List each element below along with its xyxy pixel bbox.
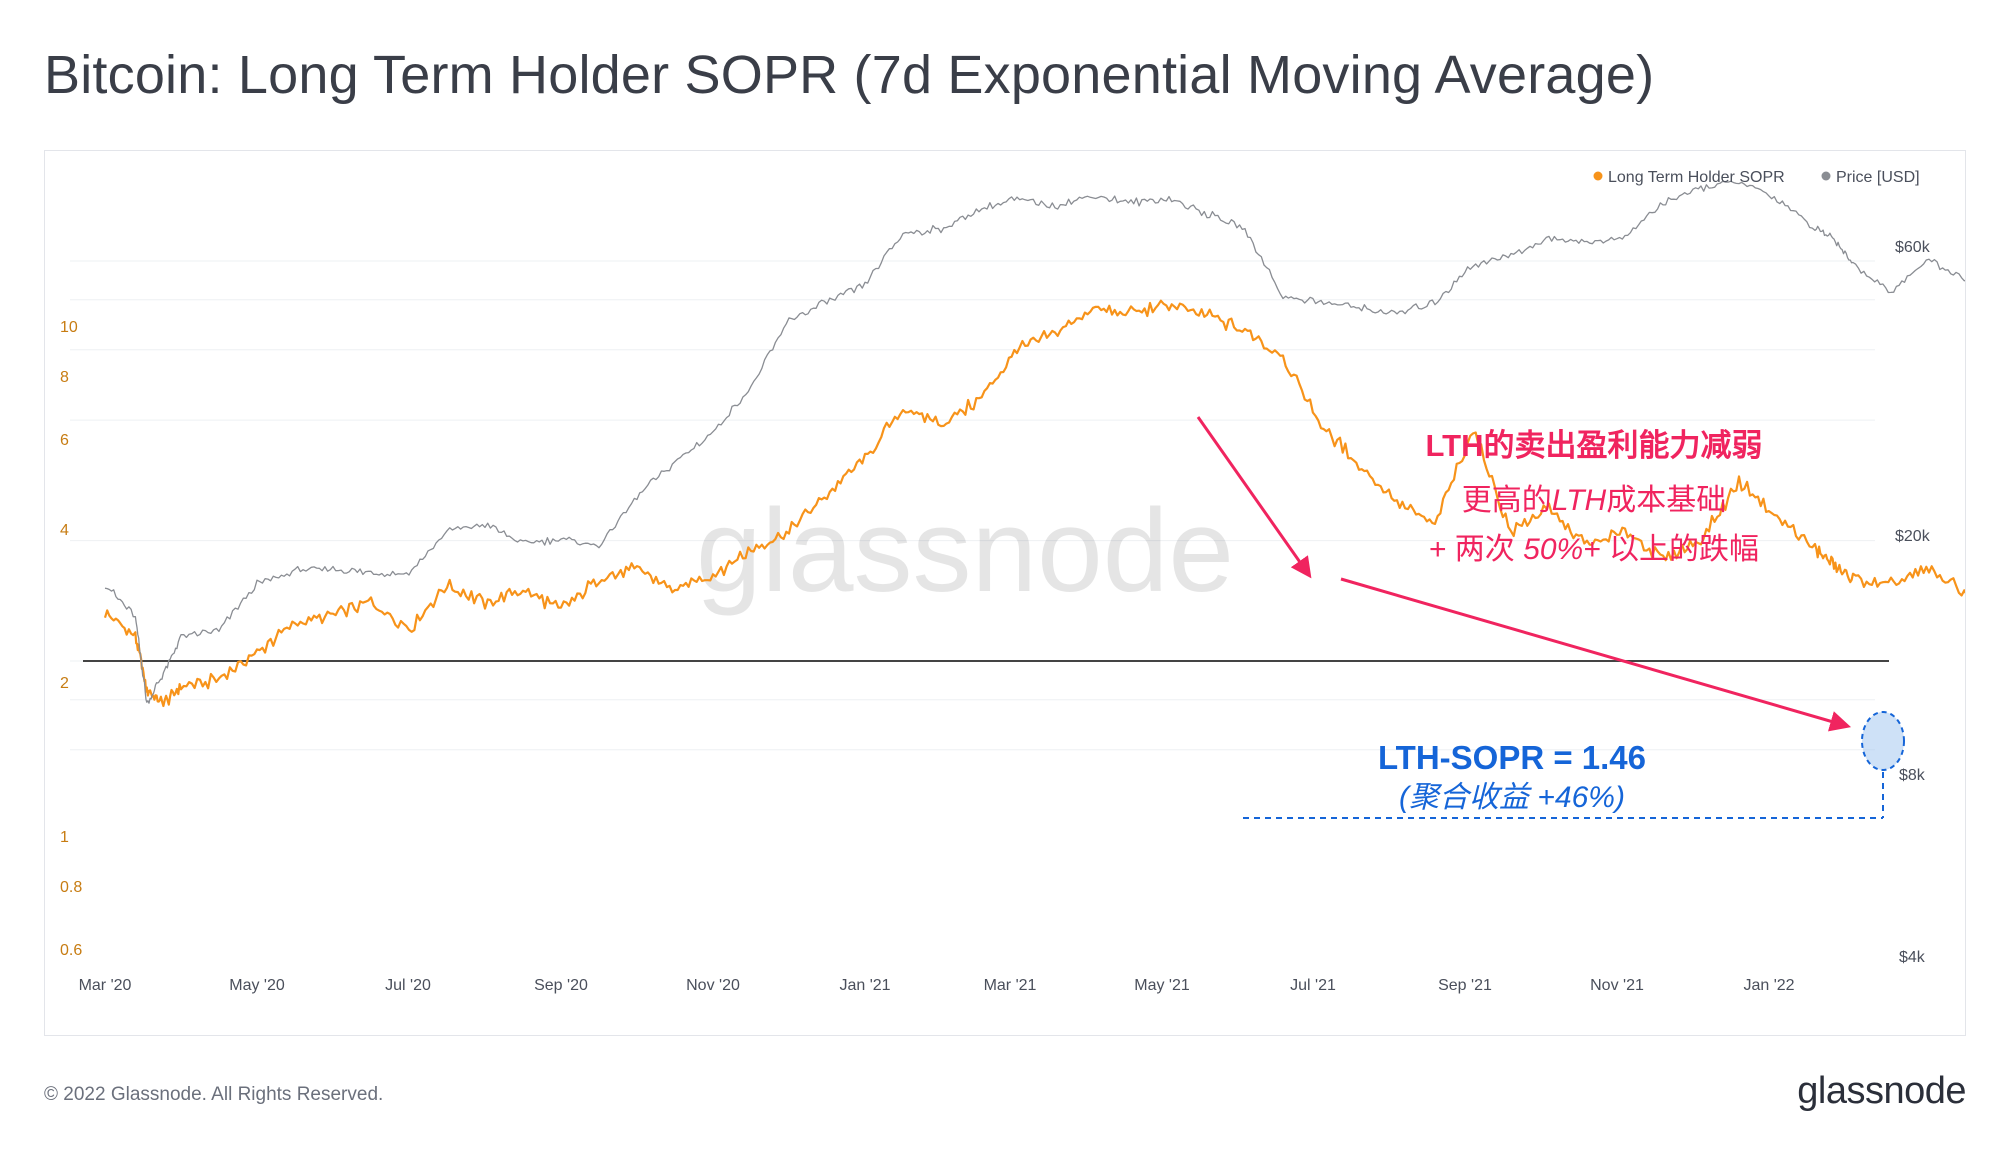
y-right-tick: $4k <box>1899 949 1926 966</box>
annotation-blue-sub-pre: (聚合收益 <box>1399 781 1537 814</box>
annotation-red-line2: 更高的LTH成本基础 <box>1462 484 1726 517</box>
x-axis: Mar '20 May '20 Jul '20 Sep '20 Nov '20 … <box>79 977 1795 994</box>
y-right-tick: $60k <box>1895 239 1931 256</box>
annotation-red-line2-pre: 更高的 <box>1462 484 1552 517</box>
series-line-sopr <box>103 299 1965 708</box>
chart-frame: glassnode Long Term Holder SOPR Price [U… <box>44 150 1966 1036</box>
y-left-tick: 2 <box>60 675 69 692</box>
legend: Long Term Holder SOPR Price [USD] <box>1593 169 1920 186</box>
annotation-blue-sub-italic: +46%) <box>1537 781 1625 814</box>
y-left-tick: 10 <box>60 319 78 336</box>
annotation-blue-value: LTH-SOPR = 1.46 <box>1378 739 1646 776</box>
annotation-red-line2-post: 成本基础 <box>1606 484 1726 517</box>
annotation-red-line3: + 两次 50%+ 以上的跌幅 <box>1429 533 1759 566</box>
annotation-red-title: LTH的卖出盈利能力减弱 <box>1426 428 1763 463</box>
x-tick: Jul '20 <box>385 977 431 994</box>
x-tick: May '21 <box>1134 977 1190 994</box>
series-line-price <box>104 180 1965 704</box>
y-left-tick: 0.6 <box>60 942 82 959</box>
chart-svg: glassnode Long Term Holder SOPR Price [U… <box>60 169 1965 994</box>
legend-marker-sopr <box>1593 171 1603 181</box>
x-tick: Mar '21 <box>984 977 1037 994</box>
annotation-red-line2-italic: LTH <box>1552 484 1607 517</box>
x-tick: Sep '21 <box>1438 977 1492 994</box>
y-left-tick: 0.8 <box>60 879 82 896</box>
y-left-tick: 8 <box>60 369 69 386</box>
y-left-axis: 10 8 6 4 2 1 0.8 0.6 <box>60 319 82 959</box>
annotation-arrow-1 <box>1196 416 1312 579</box>
x-tick: Sep '20 <box>534 977 588 994</box>
series-layer <box>83 180 1965 708</box>
page-title: Bitcoin: Long Term Holder SOPR (7d Expon… <box>44 45 1655 105</box>
latest-value-highlight <box>1861 711 1905 771</box>
x-tick: Jan '21 <box>839 977 890 994</box>
y-left-tick: 4 <box>60 522 69 539</box>
annotation-red-line3-post: 以上的跌幅 <box>1601 533 1759 566</box>
x-tick: Nov '21 <box>1590 977 1644 994</box>
annotation-arrow-2 <box>1340 577 1852 732</box>
annotation-red-line3-pre: + 两次 <box>1429 533 1523 566</box>
legend-marker-price <box>1821 171 1831 181</box>
y-right-tick: $20k <box>1895 528 1931 545</box>
watermark-text: glassnode <box>696 485 1234 617</box>
legend-label-sopr: Long Term Holder SOPR <box>1608 169 1785 186</box>
x-tick: Jan '22 <box>1743 977 1794 994</box>
y-right-axis: $60k $20k $8k $4k <box>1895 239 1931 966</box>
footer-logo: glassnode <box>1797 1070 1966 1112</box>
legend-label-price: Price [USD] <box>1836 169 1920 186</box>
y-left-tick: 6 <box>60 432 69 449</box>
y-right-tick: $8k <box>1899 767 1926 784</box>
footer-copyright: © 2022 Glassnode. All Rights Reserved. <box>44 1084 384 1105</box>
y-left-tick: 1 <box>60 829 69 846</box>
x-tick: Jul '21 <box>1290 977 1336 994</box>
annotation-blue-sub: (聚合收益 +46%) <box>1399 781 1625 814</box>
x-tick: Nov '20 <box>686 977 740 994</box>
annotation-red-line3-italic: 50%+ <box>1523 533 1601 566</box>
x-tick: Mar '20 <box>79 977 132 994</box>
x-tick: May '20 <box>229 977 285 994</box>
